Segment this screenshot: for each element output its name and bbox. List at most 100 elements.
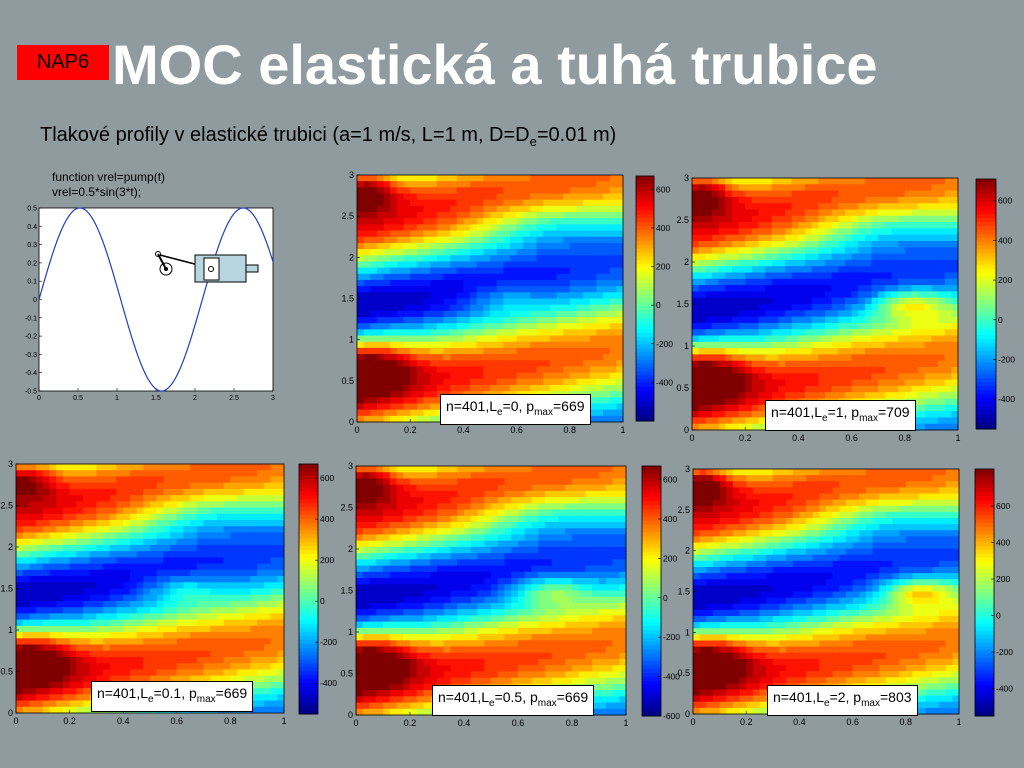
code-line-2: vrel=0.5*sin(3*t);: [52, 185, 142, 199]
colorbar-tick-label: 400: [656, 223, 670, 233]
contour-plot-le05: [356, 466, 627, 716]
colorbar-tick-label: 200: [656, 262, 670, 272]
y-tick-label: 0.1: [27, 279, 37, 286]
colorbar-le2: [974, 468, 995, 717]
y-tick-label: 3: [348, 461, 353, 471]
y-tick-label: 2: [685, 546, 690, 556]
y-tick-label: 2: [349, 252, 354, 262]
x-tick-label: 0.2: [739, 433, 752, 443]
y-tick-label: 0.5: [0, 667, 13, 677]
contour-plot-le1: [692, 178, 959, 431]
x-tick-label: 0.8: [224, 716, 237, 726]
y-tick-label: -0.5: [25, 389, 37, 396]
x-tick-label: 1: [623, 718, 628, 728]
subtitle-sub: e: [529, 134, 537, 149]
y-tick-label: 0.5: [340, 669, 353, 679]
colorbar-tick-label: 400: [320, 514, 334, 524]
colorbar-tick-label: -200: [656, 339, 673, 349]
colorbar-tick-label: 600: [320, 473, 334, 483]
colorbar-tick-label: 400: [663, 514, 677, 524]
colorbar-tick-label: 200: [996, 574, 1010, 584]
y-tick-label: 0.5: [341, 376, 354, 386]
contour-plot-le2: [693, 469, 960, 715]
colorbar-tick-label: 0: [656, 300, 661, 310]
run-label-part: =669: [556, 689, 589, 705]
y-tick-label: 0.5: [27, 206, 37, 213]
y-tick-label: 1.5: [340, 586, 353, 596]
nap-badge: NAP6: [17, 45, 109, 80]
colorbar-tick-label: 400: [996, 538, 1010, 548]
y-tick-label: -0.3: [25, 352, 37, 359]
colorbar-tick-label: 600: [663, 475, 677, 485]
x-tick-label: 0.2: [404, 718, 417, 728]
y-tick-label: 2: [348, 544, 353, 554]
y-tick-label: 0: [348, 710, 353, 720]
colorbar-tick-label: 0: [998, 315, 1003, 325]
colorbar-tick-label: 200: [663, 553, 677, 563]
colorbar-tick-label: -400: [998, 394, 1015, 404]
run-label-part: max: [534, 406, 553, 418]
run-label-part: max: [196, 693, 216, 705]
y-tick-label: 3: [685, 464, 690, 474]
x-tick-label: 0.4: [792, 433, 805, 443]
y-tick-label: 1: [348, 627, 353, 637]
y-tick-label: 0: [33, 297, 37, 304]
x-tick-label: 1: [620, 425, 625, 435]
y-tick-label: 1: [8, 625, 13, 635]
y-tick-label: 0: [684, 425, 689, 435]
x-tick-label: 0: [37, 395, 41, 402]
run-label-part: n=401,L: [97, 685, 148, 701]
x-tick-label: 0: [13, 716, 18, 726]
x-tick-label: 0.4: [458, 718, 471, 728]
y-tick-label: 2: [8, 542, 13, 552]
run-label-le0: n=401,Le=0, pmax=669: [440, 394, 591, 425]
run-label-le1: n=401,Le=1, pmax=709: [765, 400, 916, 431]
run-label-part: e: [489, 697, 495, 709]
colorbar-tick-label: -200: [996, 647, 1013, 657]
contour-plot-le01: [16, 464, 285, 714]
y-tick-label: 0.2: [27, 260, 37, 267]
y-tick-label: -0.1: [25, 315, 37, 322]
x-tick-label: 1: [956, 717, 961, 727]
pump-velocity-series: [38, 207, 274, 392]
x-tick-label: 0.4: [117, 716, 130, 726]
colorbar-le0: [635, 175, 655, 422]
run-label-part: max: [537, 697, 557, 709]
colorbar-tick-label: 600: [656, 184, 670, 194]
colorbar-le01: [298, 463, 319, 715]
colorbar-tick-label: 200: [998, 275, 1012, 285]
x-tick-label: 0.4: [457, 425, 470, 435]
colorbar-tick-label: 600: [998, 196, 1012, 206]
x-tick-label: 1: [115, 395, 119, 402]
y-tick-label: 1.5: [676, 299, 689, 309]
y-tick-label: 3: [349, 170, 354, 180]
x-tick-label: 1.5: [151, 395, 161, 402]
colorbar-tick-label: 0: [663, 593, 668, 603]
run-label-part: n=401,L: [773, 689, 824, 705]
y-tick-label: 1: [684, 341, 689, 351]
y-tick-label: -0.2: [25, 334, 37, 341]
y-tick-label: 1.5: [341, 294, 354, 304]
x-tick-label: 0: [689, 433, 694, 443]
x-tick-label: 0.6: [171, 716, 184, 726]
pump-code: function vrel=pump(t) vrel=0.5*sin(3*t);: [52, 170, 165, 200]
x-tick-label: 0.4: [793, 717, 806, 727]
y-tick-label: -0.4: [25, 370, 37, 377]
y-tick-label: 0.5: [676, 383, 689, 393]
pump-piston-icon: [155, 251, 259, 283]
y-tick-label: 0.5: [677, 668, 690, 678]
x-tick-label: 2: [193, 395, 197, 402]
colorbar-tick-label: -200: [320, 637, 337, 647]
y-tick-label: 2.5: [677, 505, 690, 515]
y-tick-label: 2.5: [0, 501, 13, 511]
y-tick-label: 1: [349, 335, 354, 345]
y-tick-label: 2.5: [341, 211, 354, 221]
x-tick-label: 1: [955, 433, 960, 443]
y-tick-label: 0.4: [27, 224, 37, 231]
y-tick-label: 0.3: [27, 242, 37, 249]
pump-plot-frame: [38, 207, 274, 392]
y-tick-label: 2.5: [340, 503, 353, 513]
x-tick-label: 0.8: [566, 718, 579, 728]
y-tick-label: 1.5: [0, 584, 13, 594]
